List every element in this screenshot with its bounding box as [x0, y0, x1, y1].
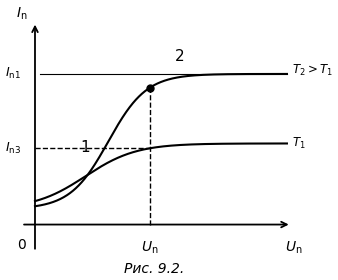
Text: 1: 1 [80, 140, 90, 155]
Text: $I_{\mathrm{n1}}$: $I_{\mathrm{n1}}$ [5, 66, 21, 81]
Text: $I_{\mathrm{n}}$: $I_{\mathrm{n}}$ [16, 5, 27, 22]
Text: $U_{\mathrm{n}}$: $U_{\mathrm{n}}$ [285, 240, 303, 256]
Text: $T_{1}$: $T_{1}$ [291, 136, 305, 151]
Text: $U_{\mathrm{n}}$: $U_{\mathrm{n}}$ [141, 240, 158, 256]
Text: 0: 0 [17, 238, 26, 252]
Text: 2: 2 [174, 49, 184, 64]
Text: $T_{2}>T_{1}$: $T_{2}>T_{1}$ [291, 62, 332, 78]
Text: $I_{\mathrm{n3}}$: $I_{\mathrm{n3}}$ [5, 141, 21, 156]
Text: Рис. 9.2.: Рис. 9.2. [124, 262, 184, 276]
